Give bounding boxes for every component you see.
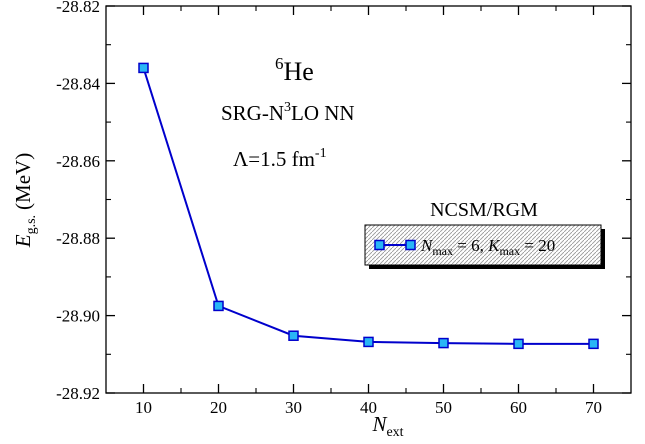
y-tick-label: -28.90 — [56, 307, 100, 326]
y-tick-label: -28.88 — [56, 229, 100, 248]
y-tick-label: -28.92 — [56, 384, 100, 403]
data-series — [138, 62, 599, 350]
data-point — [288, 330, 299, 341]
y-tick-label: -28.82 — [56, 0, 100, 16]
x-tick-label: 60 — [510, 398, 527, 417]
tick-labels: 10 20 30 40 50 60 70 -28.82 -28.84 -28.86 -28.88 -2… — [56, 0, 602, 417]
legend: Nmax = 6, Kmax = 20 — [364, 224, 605, 269]
y-axis-label: Eg.s.(MeV) — [11, 153, 39, 248]
data-point — [588, 338, 599, 350]
interaction-label: SRG-N3LO NN — [221, 100, 355, 125]
legend-marker-right — [405, 239, 416, 251]
legend-marker-left — [374, 239, 385, 251]
data-point — [213, 300, 224, 312]
legend-label: Nmax = 6, Kmax = 20 — [420, 236, 555, 258]
axis-ticks — [106, 5, 631, 394]
y-tick-label: -28.84 — [56, 74, 100, 93]
x-axis-label: Next — [371, 412, 403, 440]
x-tick-label: 40 — [360, 398, 377, 417]
x-tick-label: 20 — [210, 398, 227, 417]
x-tick-label: 30 — [285, 398, 302, 417]
data-point — [513, 338, 524, 350]
x-tick-label: 70 — [585, 398, 602, 417]
y-tick-label: -28.86 — [56, 152, 100, 171]
data-point — [363, 336, 374, 348]
data-point — [438, 337, 449, 349]
data-point — [138, 62, 149, 74]
x-tick-label: 50 — [435, 398, 452, 417]
cutoff-label: Λ=1.5 fm-1 — [233, 146, 327, 171]
nucleus-label: 6He — [275, 54, 314, 86]
method-label: NCSM/RGM — [430, 199, 538, 221]
x-tick-label: 10 — [135, 398, 152, 417]
